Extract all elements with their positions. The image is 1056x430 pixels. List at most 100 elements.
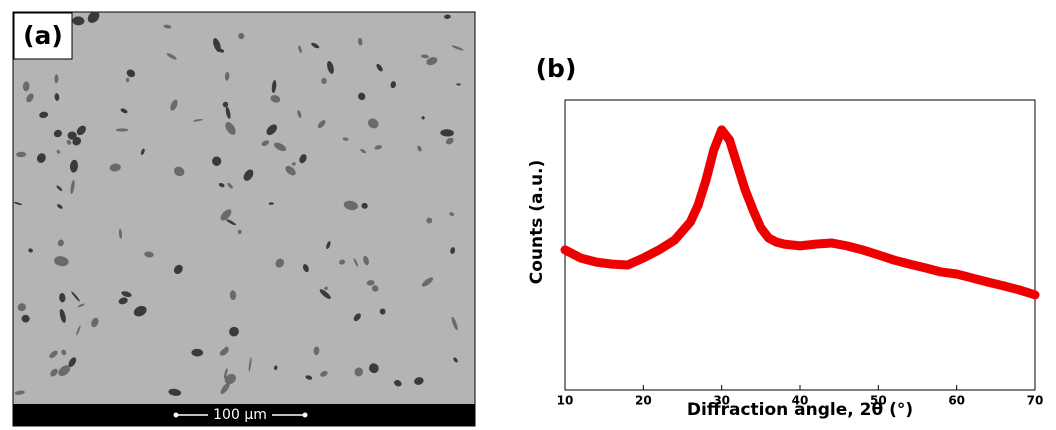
pore — [261, 140, 270, 147]
pore — [57, 204, 63, 209]
pore — [26, 93, 34, 103]
pore — [248, 357, 252, 372]
scale-bar-strip — [13, 404, 475, 426]
pore — [28, 248, 33, 253]
pore — [321, 77, 327, 85]
pore — [243, 169, 254, 181]
pore — [369, 363, 379, 374]
pore — [363, 255, 369, 266]
pore — [213, 38, 221, 53]
pore — [118, 228, 122, 239]
label-box — [13, 12, 73, 60]
pore — [212, 156, 222, 166]
pore — [353, 313, 361, 322]
pore — [305, 375, 313, 380]
pore — [420, 54, 429, 59]
pore — [91, 317, 99, 328]
pore — [224, 373, 236, 385]
x-tick-label: 30 — [713, 394, 730, 408]
scale-label: 100 µm — [213, 407, 267, 423]
pore — [70, 179, 75, 195]
pore — [354, 367, 363, 377]
pore — [456, 83, 461, 86]
pore — [14, 390, 25, 395]
pore — [291, 162, 296, 166]
pore — [125, 77, 130, 83]
pore — [450, 247, 456, 254]
pore — [394, 380, 402, 387]
pore — [225, 122, 236, 135]
pore — [223, 368, 228, 379]
pore — [22, 81, 30, 92]
panel-label: (a) — [23, 21, 63, 50]
scale-dot — [302, 412, 308, 418]
x-tick-label: 70 — [1027, 394, 1044, 408]
pore — [220, 209, 232, 221]
pore — [67, 131, 77, 140]
pore — [69, 159, 78, 173]
panel-b: (b) Diffraction angle, 2θ (°) Counts (a.… — [527, 54, 1043, 420]
panel-a: 100 µm (a) — [12, 11, 476, 427]
pore — [426, 57, 438, 66]
pore — [218, 182, 225, 188]
pore — [68, 357, 77, 368]
pore — [453, 357, 458, 363]
pore — [56, 149, 61, 154]
pore — [268, 202, 274, 205]
pore — [53, 129, 62, 138]
x-tick-label: 20 — [635, 394, 652, 408]
pore — [326, 241, 331, 249]
pore — [21, 314, 30, 323]
pore — [72, 16, 85, 26]
pore — [61, 349, 67, 356]
pore — [39, 111, 49, 119]
pore — [14, 201, 23, 206]
pore — [56, 185, 63, 192]
pore — [224, 71, 230, 81]
x-tick-label: 10 — [557, 394, 574, 408]
pore — [445, 137, 454, 145]
pore — [311, 42, 320, 49]
pore — [368, 118, 379, 129]
pore — [54, 93, 60, 101]
pore — [298, 45, 302, 54]
pore — [358, 92, 366, 101]
pore — [76, 125, 86, 136]
y-axis-label: Counts (a.u.) — [527, 160, 547, 285]
x-tick-label: 60 — [948, 394, 965, 408]
pore — [71, 291, 80, 302]
x-tick-label: 40 — [792, 394, 809, 408]
pore — [166, 53, 177, 60]
panel-label: (b) — [536, 54, 577, 83]
pore — [297, 109, 302, 119]
pore — [168, 388, 182, 396]
pore — [121, 291, 132, 298]
pore — [358, 37, 363, 46]
pore — [317, 120, 326, 129]
pore — [50, 368, 58, 377]
pore — [285, 165, 296, 176]
pore — [191, 348, 204, 357]
pore — [173, 166, 185, 177]
pore — [313, 346, 320, 356]
pore — [59, 292, 66, 303]
pore — [49, 350, 58, 359]
pore — [109, 163, 121, 172]
sem-image — [12, 11, 476, 427]
pore — [115, 128, 129, 132]
pore — [237, 229, 242, 235]
pore — [440, 129, 454, 137]
pore — [360, 148, 367, 154]
pore — [339, 259, 346, 265]
pore — [226, 219, 236, 226]
pore — [54, 256, 69, 267]
pore — [66, 139, 72, 145]
pore — [274, 365, 278, 370]
pore — [343, 200, 358, 211]
pore — [327, 60, 334, 74]
pore — [173, 264, 183, 274]
pore — [374, 145, 383, 150]
pore — [133, 305, 147, 317]
x-axis-label: Diffraction angle, 2θ (°) — [687, 400, 913, 420]
